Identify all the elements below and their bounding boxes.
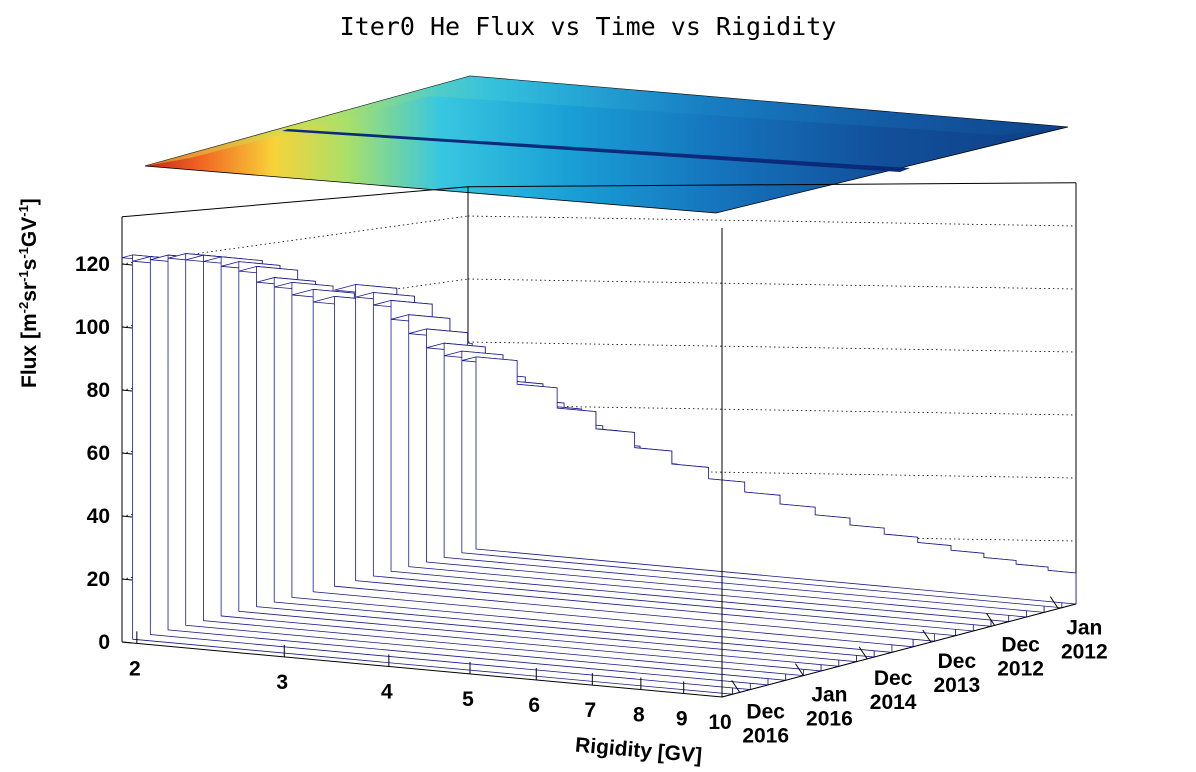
frame-edge — [721, 603, 1077, 698]
frame-edge — [467, 182, 1077, 188]
flux-surface-mesh — [121, 253, 1077, 698]
chart-title: Iter0 He Flux vs Time vs Rigidity — [340, 12, 837, 41]
z-axis-label-sup: -1 — [16, 247, 31, 259]
z-tick-label: 0 — [98, 631, 110, 654]
time-tick-label: Jan 2012 — [1061, 617, 1108, 664]
time-tick-label: Dec 2012 — [997, 633, 1044, 680]
z-axis-label-part: GV — [18, 217, 41, 247]
axis-frame-front — [121, 228, 1077, 698]
z-axis-ticks: 0 20 40 60 80 100 120 — [75, 253, 133, 654]
time-tick-label: Dec 2014 — [870, 667, 917, 714]
colormap-band — [145, 76, 1068, 166]
z-tick-label: 100 — [75, 316, 110, 339]
z-tick-mark — [121, 515, 133, 518]
z-tick-label: 40 — [87, 505, 110, 528]
frame-edge — [121, 186, 469, 218]
frame-edge — [121, 641, 723, 698]
time-tick-label: Dec 2016 — [742, 700, 789, 747]
time-tick-line2: 2016 — [742, 724, 789, 747]
z-axis-label-part: Flux [m — [18, 313, 41, 388]
time-tick-line2: 2012 — [1061, 641, 1108, 664]
z-tick-mark — [121, 641, 133, 644]
z-tick-mark — [121, 452, 133, 455]
time-tick-label: Dec 2013 — [934, 650, 981, 697]
time-tick-line2: 2014 — [870, 691, 917, 714]
time-tick-line1: Jan — [1066, 617, 1102, 640]
time-tick-line1: Dec — [746, 700, 785, 723]
time-tick-label: Jan 2016 — [806, 684, 853, 731]
time-tick-mark — [731, 680, 741, 693]
z-tick-label: 80 — [87, 379, 110, 402]
colormap-stripe — [282, 129, 910, 172]
time-tick-line2: 2013 — [934, 674, 981, 697]
gridline — [467, 215, 1077, 227]
time-tick-mark — [795, 663, 804, 676]
x-tick-label: 9 — [676, 707, 688, 730]
z-tick-label: 20 — [87, 568, 110, 591]
time-tick-line1: Dec — [1001, 633, 1040, 656]
top-color-projection — [144, 75, 1069, 214]
x-tick-label: 10 — [708, 711, 731, 734]
time-tick-line2: 2012 — [997, 657, 1044, 680]
z-tick-label: 60 — [87, 442, 110, 465]
z-tick-label: 120 — [75, 253, 110, 276]
z-axis-label-sup: -1 — [16, 270, 31, 282]
time-tick-line2: 2016 — [806, 708, 853, 731]
z-tick-mark — [121, 326, 133, 329]
z-axis-label-part: s — [18, 259, 41, 271]
time-tick-line1: Dec — [938, 650, 977, 673]
x-tick-label: 7 — [584, 699, 596, 722]
x-tick-label: 6 — [528, 694, 540, 717]
z-tick-mark — [121, 578, 133, 581]
gridline — [467, 341, 1077, 353]
x-tick-label: 8 — [633, 704, 645, 727]
gridline — [467, 278, 1077, 290]
z-axis-label-sup: -2 — [16, 302, 31, 314]
z-axis-label-part: ] — [18, 198, 41, 205]
time-tick-line1: Dec — [874, 667, 913, 690]
x-tick-label: 4 — [381, 680, 393, 703]
x-tick-label: 2 — [129, 657, 141, 680]
z-tick-mark — [121, 263, 133, 266]
z-axis-label-part: sr — [18, 282, 41, 302]
x-tick-label: 5 — [462, 688, 474, 711]
time-tick-mark — [1049, 596, 1059, 609]
time-tick-mark — [986, 613, 995, 626]
time-tick-line1: Jan — [811, 684, 847, 707]
time-tick-mark — [922, 629, 932, 643]
z-axis-label-sup: -1 — [16, 205, 31, 217]
x-tick-label: 3 — [276, 671, 288, 694]
z-axis-label: Flux [m-2sr-1s-1GV-1] — [16, 198, 41, 388]
surface-front-face — [475, 356, 1077, 605]
x-axis-label: Rigidity [GV] — [574, 734, 703, 768]
time-tick-mark — [858, 646, 868, 660]
z-tick-mark — [121, 389, 133, 392]
rigidity-axis-ticks: 2 3 4 5 6 7 8 9 10 — [129, 631, 732, 734]
